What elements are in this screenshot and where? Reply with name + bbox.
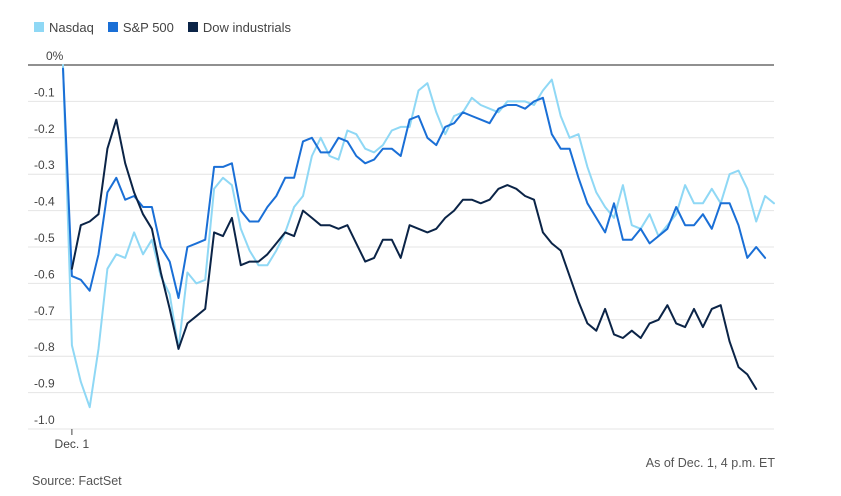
legend-swatch-nasdaq (34, 22, 44, 32)
y-tick-label: -0.3 (34, 158, 55, 172)
y-tick-label: -0.6 (34, 267, 55, 281)
x-tick-label: Dec. 1 (55, 437, 90, 451)
series-line-s-p-500 (62, 67, 767, 299)
y-tick-label: -1.0 (34, 413, 55, 427)
y-tick-label: -0.2 (34, 122, 55, 136)
y-tick-label: -0.7 (34, 304, 55, 318)
source-note: Source: FactSet (32, 474, 122, 488)
y-tick-label: -0.5 (34, 231, 55, 245)
y-tick-label: -0.1 (34, 85, 55, 99)
legend-swatch-sp500 (107, 22, 118, 32)
series-line-dow-industrials (70, 118, 758, 390)
legend-item-sp500: S&P 500 (107, 19, 174, 35)
legend-item-dow: Dow industrials (187, 19, 292, 35)
legend-item-nasdaq: Nasdaq (34, 20, 94, 35)
series-line-nasdaq (62, 64, 775, 409)
y-tick-label: 0% (46, 49, 64, 63)
legend-label-sp500: S&P 500 (122, 19, 174, 35)
y-tick-label: -0.8 (34, 340, 55, 354)
as-of-note: As of Dec. 1, 4 p.m. ET (645, 456, 775, 470)
y-tick-label: -0.9 (34, 377, 55, 391)
legend-swatch-dow (187, 22, 198, 32)
legend-label-dow: Dow industrials (202, 19, 292, 35)
legend-label-nasdaq: Nasdaq (49, 19, 94, 35)
chart-legend: Nasdaq S&P 500 Dow industrials (34, 18, 291, 36)
y-tick-label: -0.4 (34, 195, 55, 209)
